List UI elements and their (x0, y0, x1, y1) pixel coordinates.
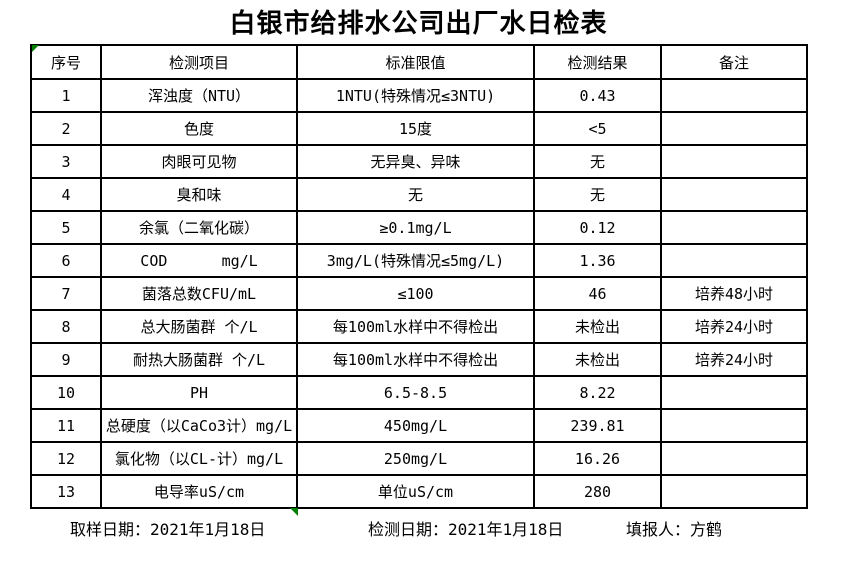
table-cell: 未检出 (533, 342, 662, 377)
table-cell: 未检出 (533, 309, 662, 344)
table-cell: 1 (30, 78, 102, 113)
table-cell: 16.26 (533, 441, 662, 476)
table-body: 1 浑浊度（NTU） 1NTU(特殊情况≤3NTU) 0.43 2 色度 15度 <5 3 肉眼可… (30, 78, 808, 509)
column-header: 标准限值 (296, 44, 535, 80)
table-row: 3 肉眼可见物 无异臭、异味无 (30, 144, 808, 179)
table-cell: 8 (30, 309, 102, 344)
table-cell: 2 (30, 111, 102, 146)
table-cell: 3 (30, 144, 102, 179)
excel-corner-triangle-icon (32, 45, 39, 52)
table-row: 2 色度 15度 <5 (30, 111, 808, 146)
column-header: 序号 (30, 44, 102, 80)
table-cell: 46 (533, 276, 662, 311)
table-row: 13 电导率uS/cm 单位uS/cm 280 (30, 474, 808, 509)
table-cell: 电导率uS/cm (100, 474, 298, 509)
table-cell: 浑浊度（NTU） (100, 78, 298, 113)
table-cell (660, 375, 808, 410)
table-cell: 0.12 (533, 210, 662, 245)
table-cell: 臭和味 (100, 177, 298, 212)
table-cell: 6.5-8.5 (296, 375, 535, 410)
testing-date: 检测日期：2021年1月18日 (368, 520, 564, 539)
table-cell: 余氯（二氧化碳） (100, 210, 298, 245)
table-cell: 无异臭、异味 (296, 144, 535, 179)
column-header: 检测结果 (533, 44, 662, 80)
table-cell: 1NTU(特殊情况≤3NTU) (296, 78, 535, 113)
table-cell: 总硬度（以CaCo3计）mg/L (100, 408, 298, 443)
table-cell: 5 (30, 210, 102, 245)
table-cell: 450mg/L (296, 408, 535, 443)
table-cell (660, 144, 808, 179)
table-cell: 239.81 (533, 408, 662, 443)
table-cell: 250mg/L (296, 441, 535, 476)
table-cell (660, 210, 808, 245)
table-cell: 色度 (100, 111, 298, 146)
table-cell: 培养24小时 (660, 309, 808, 344)
table-cell: 无 (533, 144, 662, 179)
table-cell: 10 (30, 375, 102, 410)
table-cell: COD mg/L (100, 243, 298, 278)
table-cell: 耐热大肠菌群 个/L (100, 342, 298, 377)
table-cell: 13 (30, 474, 102, 509)
column-header: 备注 (660, 44, 808, 80)
table-cell: 8.22 (533, 375, 662, 410)
table-cell (660, 177, 808, 212)
table-row: 6 COD mg/L 3mg/L(特殊情况≤5mg/L) 1.36 (30, 243, 808, 278)
table-cell: 3mg/L(特殊情况≤5mg/L) (296, 243, 535, 278)
table-cell: 7 (30, 276, 102, 311)
table-cell (660, 78, 808, 113)
table-cell (660, 111, 808, 146)
table-cell: 11 (30, 408, 102, 443)
table-row: 7 菌落总数CFU/mL ≤100 46 培养48小时 (30, 276, 808, 311)
table-cell: 单位uS/cm (296, 474, 535, 509)
table-row: 4 臭和味无无 (30, 177, 808, 212)
table-row: 12 氯化物（以CL-计）mg/L 250mg/L 16.26 (30, 441, 808, 476)
table-cell: 培养48小时 (660, 276, 808, 311)
table-cell: 氯化物（以CL-计）mg/L (100, 441, 298, 476)
table-cell: PH (100, 375, 298, 410)
table-cell (660, 474, 808, 509)
table-cell: 无 (296, 177, 535, 212)
table-cell: <5 (533, 111, 662, 146)
excel-corner-triangle-icon (290, 508, 298, 516)
table-cell: 培养24小时 (660, 342, 808, 377)
table-cell: 6 (30, 243, 102, 278)
table-cell: 菌落总数CFU/mL (100, 276, 298, 311)
table-cell: 无 (533, 177, 662, 212)
table-cell: 每100ml水样中不得检出 (296, 342, 535, 377)
inspection-table: 序号 检测项目 标准限值 检测结果 备注 1 浑浊度（NTU） 1NTU(特殊情况≤3NTU… (30, 44, 808, 509)
table-cell: ≥0.1mg/L (296, 210, 535, 245)
table-row: 11 总硬度（以CaCo3计）mg/L 450mg/L 239.81 (30, 408, 808, 443)
table-row: 1 浑浊度（NTU） 1NTU(特殊情况≤3NTU) 0.43 (30, 78, 808, 113)
sampling-date: 取样日期：2021年1月18日 (70, 520, 266, 539)
table-row: 9 耐热大肠菌群 个/L 每100ml水样中不得检出 未检出 培养24小时 (30, 342, 808, 377)
column-header: 检测项目 (100, 44, 298, 80)
table-cell: 9 (30, 342, 102, 377)
table-cell (660, 408, 808, 443)
table-cell: 4 (30, 177, 102, 212)
table-cell: 每100ml水样中不得检出 (296, 309, 535, 344)
reporter-name: 填报人：方鹤 (626, 520, 723, 539)
table-cell: 280 (533, 474, 662, 509)
table-row: 8 总大肠菌群 个/L 每100ml水样中不得检出 未检出 培养24小时 (30, 309, 808, 344)
table-cell: 12 (30, 441, 102, 476)
table-cell: 1.36 (533, 243, 662, 278)
table-cell: 0.43 (533, 78, 662, 113)
table-cell: ≤100 (296, 276, 535, 311)
table-cell (660, 243, 808, 278)
table-row: 5 余氯（二氧化碳） ≥0.1mg/L 0.12 (30, 210, 808, 245)
table-header-row: 序号 检测项目 标准限值 检测结果 备注 (30, 44, 808, 80)
table-cell (660, 441, 808, 476)
page-title: 白银市给排水公司出厂水日检表 (229, 9, 608, 39)
table-cell: 肉眼可见物 (100, 144, 298, 179)
table-cell: 15度 (296, 111, 535, 146)
table-cell: 总大肠菌群 个/L (100, 309, 298, 344)
table-row: 10 PH 6.5-8.5 8.22 (30, 375, 808, 410)
